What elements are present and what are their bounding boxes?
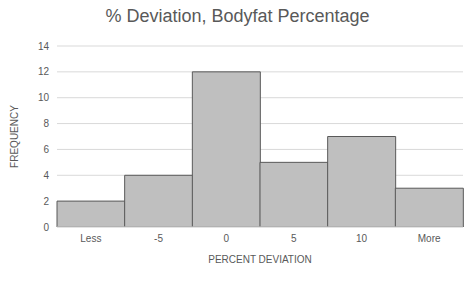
svg-text:8: 8 bbox=[43, 118, 49, 129]
svg-text:-5: -5 bbox=[154, 233, 163, 244]
svg-text:6: 6 bbox=[43, 144, 49, 155]
svg-text:0: 0 bbox=[43, 222, 49, 233]
svg-text:FREQUENCY: FREQUENCY bbox=[9, 105, 20, 168]
svg-text:5: 5 bbox=[291, 233, 297, 244]
svg-text:4: 4 bbox=[43, 170, 49, 181]
svg-text:Less: Less bbox=[80, 233, 101, 244]
svg-text:PERCENT DEVIATION: PERCENT DEVIATION bbox=[208, 254, 312, 265]
svg-text:0: 0 bbox=[223, 233, 229, 244]
svg-text:10: 10 bbox=[38, 92, 50, 103]
html-text:% Deviation, Bodyfat Percentag: % Deviation, Bodyfat Percentage bbox=[105, 6, 370, 26]
svg-text:12: 12 bbox=[38, 66, 50, 77]
svg-text:14: 14 bbox=[38, 41, 50, 52]
svg-text:2: 2 bbox=[43, 196, 49, 207]
svg-text:More: More bbox=[418, 233, 441, 244]
svg-text:10: 10 bbox=[356, 233, 368, 244]
